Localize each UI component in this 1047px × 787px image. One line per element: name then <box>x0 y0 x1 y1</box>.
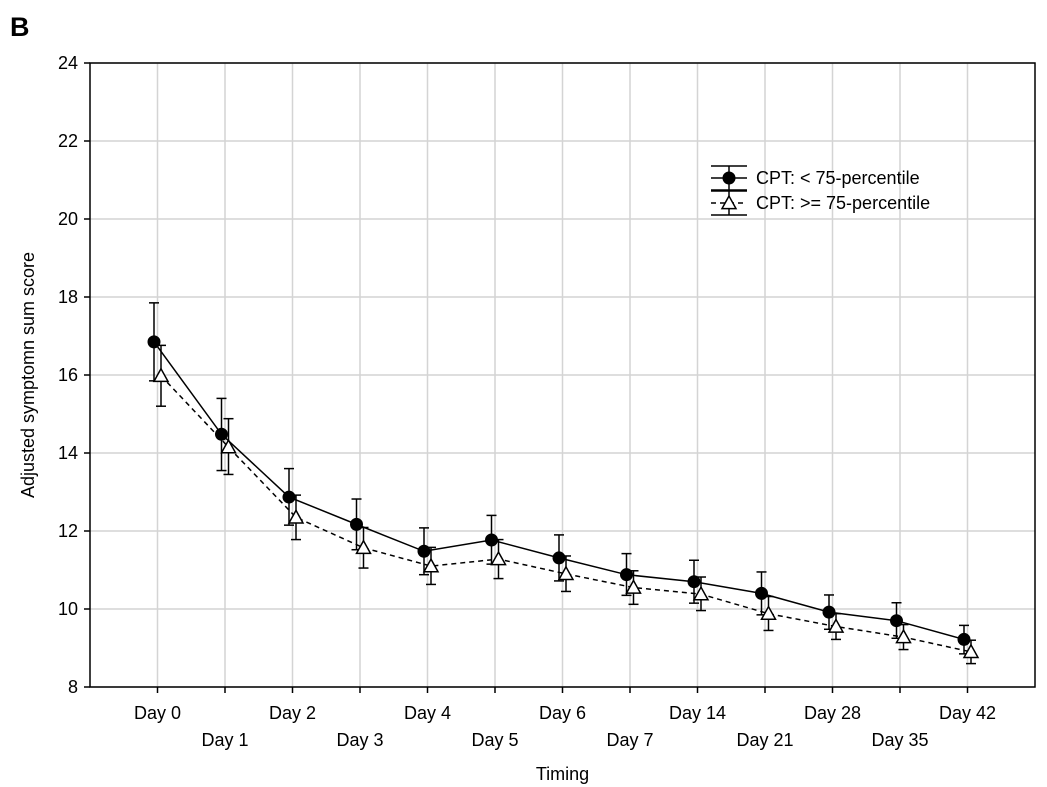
marker-triangle <box>720 194 738 210</box>
marker-triangle <box>557 565 575 581</box>
x-tick-label: Day 6 <box>539 703 586 723</box>
marker-triangle <box>220 438 237 454</box>
series-2 <box>152 344 980 665</box>
y-tick-label: 14 <box>58 443 78 463</box>
marker-circle <box>620 568 633 582</box>
y-tick-label: 16 <box>58 365 78 385</box>
series-1 <box>147 302 971 655</box>
x-tick-label: Day 2 <box>269 703 316 723</box>
x-tick-label: Day 3 <box>336 730 383 750</box>
x-tick-label: Day 0 <box>134 703 181 723</box>
y-axis-ticks: 8 10 12 14 16 18 20 22 24 <box>58 53 90 697</box>
marker-triangle <box>692 585 710 601</box>
y-tick-label: 18 <box>58 287 78 307</box>
x-tick-label: Day 42 <box>939 703 996 723</box>
x-tick-label: Day 5 <box>471 730 518 750</box>
panel-letter: B <box>10 12 30 42</box>
marker-circle <box>957 632 971 646</box>
y-tick-label: 8 <box>68 677 78 697</box>
marker-triangle <box>625 579 642 594</box>
y-tick-label: 10 <box>58 599 78 619</box>
x-tick-label: Day 14 <box>669 703 726 723</box>
series-line <box>153 341 965 641</box>
marker-triangle <box>760 605 777 621</box>
marker-circle <box>890 614 903 628</box>
marker-circle <box>822 605 836 619</box>
y-tick-label: 12 <box>58 521 78 541</box>
x-axis-label: Timing <box>536 764 589 784</box>
y-tick-label: 20 <box>58 209 78 229</box>
marker-triangle <box>287 508 305 524</box>
marker-circle <box>687 575 701 589</box>
legend-label: CPT: >= 75-percentile <box>756 193 930 213</box>
marker-circle <box>552 551 566 565</box>
y-tick-label: 24 <box>58 53 78 73</box>
marker-triangle <box>962 643 980 659</box>
marker-triangle <box>355 539 372 555</box>
x-tick-label: Day 35 <box>871 730 928 750</box>
marker-triangle <box>152 367 170 383</box>
x-tick-label: Day 4 <box>404 703 451 723</box>
y-axis-label: Adjusted symptomn sum score <box>18 252 38 498</box>
x-tick-label: Day 21 <box>736 730 793 750</box>
x-axis-ticks: Day 0 Day 1 Day 2 Day 3 Day 4 Day 5 Day 6 Day 7… <box>134 687 996 750</box>
marker-triangle <box>895 628 912 644</box>
legend: CPT: < 75-percentile CPT: >= 75-percentil… <box>711 165 930 216</box>
marker-circle <box>722 171 736 185</box>
legend-label: CPT: < 75-percentile <box>756 168 920 188</box>
series-layer <box>147 302 980 665</box>
y-tick-label: 22 <box>58 131 78 151</box>
legend-item-1: CPT: < 75-percentile <box>711 165 920 191</box>
x-tick-label: Day 1 <box>201 730 248 750</box>
marker-circle <box>350 517 363 531</box>
x-tick-label: Day 28 <box>804 703 861 723</box>
gridlines <box>90 62 1035 688</box>
series-line <box>160 375 972 653</box>
marker-triangle <box>422 557 440 573</box>
marker-triangle <box>827 618 845 633</box>
marker-triangle <box>490 550 507 566</box>
marker-circle <box>755 586 768 600</box>
marker-circle <box>417 544 431 558</box>
legend-item-2: CPT: >= 75-percentile <box>711 190 930 216</box>
marker-circle <box>282 490 296 504</box>
x-tick-label: Day 7 <box>606 730 653 750</box>
